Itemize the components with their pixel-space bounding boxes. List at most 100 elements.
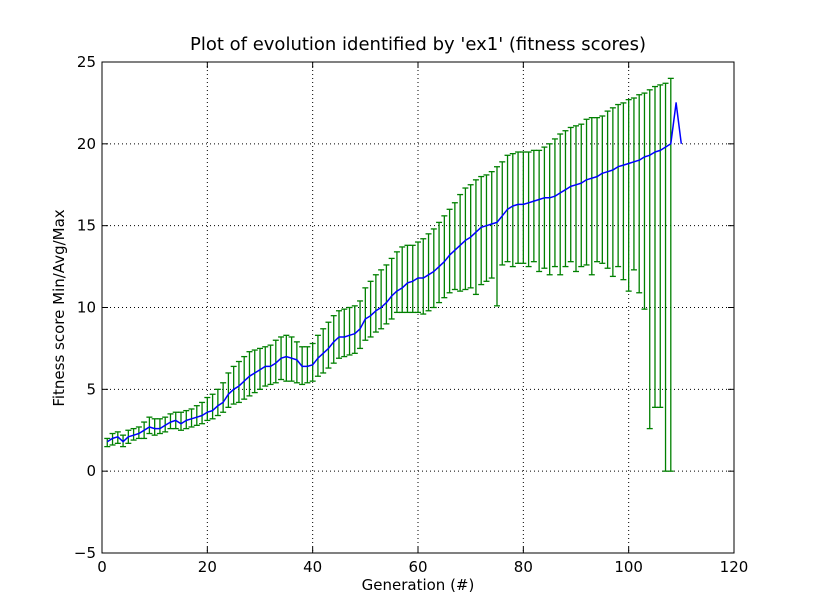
- error-bar: [625, 98, 632, 292]
- error-bar: [499, 161, 506, 266]
- y-tick-label: 0: [86, 462, 96, 480]
- error-bar: [530, 149, 537, 263]
- error-bar: [472, 179, 479, 296]
- errorbar-layer: [104, 77, 674, 472]
- error-bar: [130, 427, 137, 441]
- error-bar: [367, 280, 374, 338]
- average-fitness-line: [106, 102, 683, 443]
- y-axis-label: Fitness score Min/Avg/Max: [50, 209, 68, 406]
- error-bar: [436, 221, 443, 304]
- error-bar: [430, 228, 437, 309]
- error-bar: [520, 151, 527, 264]
- y-tick-label: 20: [77, 135, 96, 153]
- error-bar: [388, 257, 395, 320]
- plot-frame: [101, 61, 735, 554]
- error-bar: [167, 413, 174, 430]
- error-bar: [230, 365, 237, 405]
- error-bar: [615, 103, 622, 268]
- error-bar: [546, 143, 553, 276]
- error-bar: [156, 418, 163, 435]
- error-bar: [525, 151, 532, 268]
- error-bar: [588, 116, 595, 276]
- error-bar: [415, 241, 421, 314]
- error-bar: [357, 300, 364, 350]
- error-bar: [441, 215, 448, 299]
- error-bar: [604, 110, 611, 269]
- error-bar: [346, 306, 353, 356]
- error-bar: [378, 269, 385, 330]
- error-bar: [178, 411, 184, 431]
- error-bar: [404, 244, 411, 314]
- error-bar: [330, 315, 337, 364]
- error-bar: [662, 82, 669, 472]
- x-tick-label: 120: [720, 558, 749, 576]
- error-bar: [372, 274, 379, 333]
- x-tick-label: 0: [97, 558, 107, 576]
- error-bar: [541, 146, 548, 269]
- x-tick-label: 20: [198, 558, 217, 576]
- error-bar: [578, 123, 585, 268]
- error-bar: [204, 396, 211, 422]
- error-bar: [641, 92, 648, 310]
- error-bar: [383, 264, 390, 325]
- error-bar: [399, 246, 406, 314]
- error-bar: [251, 349, 258, 394]
- error-bar: [151, 418, 158, 436]
- error-bar: [515, 151, 522, 264]
- error-bar: [336, 310, 342, 359]
- y-tick-label: 5: [86, 380, 96, 398]
- error-bar: [309, 342, 316, 382]
- error-bar: [409, 244, 416, 314]
- error-bar: [451, 202, 458, 291]
- x-tick-label: 40: [303, 558, 322, 576]
- error-bar: [188, 408, 195, 428]
- error-bar: [362, 287, 369, 341]
- error-bar: [483, 174, 490, 282]
- x-tick-label: 80: [514, 558, 533, 576]
- error-bar: [246, 351, 253, 397]
- error-bar: [288, 336, 295, 382]
- x-axis-label: Generation (#): [362, 576, 475, 594]
- error-bar: [573, 125, 579, 273]
- error-bar: [667, 77, 674, 472]
- error-bar: [146, 416, 153, 435]
- error-bar: [494, 166, 500, 307]
- error-bar: [630, 97, 637, 271]
- error-bar: [425, 233, 432, 312]
- error-bar: [462, 187, 469, 291]
- x-tick-label: 60: [408, 558, 427, 576]
- error-bar: [509, 153, 516, 268]
- error-bar: [478, 175, 485, 286]
- error-bar: [314, 334, 321, 377]
- error-bar: [214, 388, 221, 417]
- error-bar: [320, 328, 327, 374]
- error-bar: [267, 344, 274, 386]
- error-bar: [235, 360, 242, 404]
- error-bar: [420, 238, 427, 315]
- error-bar: [594, 116, 601, 263]
- error-bar: [652, 85, 658, 408]
- x-tick-label: 100: [614, 558, 643, 576]
- error-bar: [657, 84, 664, 408]
- error-bar: [283, 334, 290, 382]
- error-bar: [351, 305, 358, 354]
- y-tick-label: 10: [77, 299, 96, 317]
- error-bar: [193, 405, 200, 426]
- error-bar: [562, 130, 569, 268]
- error-bar: [241, 355, 248, 400]
- error-bar: [104, 437, 111, 448]
- error-bar: [446, 208, 453, 294]
- line-layer: [106, 102, 683, 443]
- error-bar: [341, 308, 348, 358]
- error-bar: [583, 118, 590, 266]
- chart-title: Plot of evolution identified by 'ex1' (f…: [190, 34, 646, 55]
- error-bar: [183, 409, 190, 430]
- y-tick-label: 15: [77, 217, 96, 235]
- error-bar: [567, 126, 574, 263]
- y-tick-label: 25: [77, 53, 96, 71]
- error-bar: [325, 321, 332, 369]
- y-tick-label: −5: [74, 544, 96, 562]
- error-bar: [599, 115, 606, 264]
